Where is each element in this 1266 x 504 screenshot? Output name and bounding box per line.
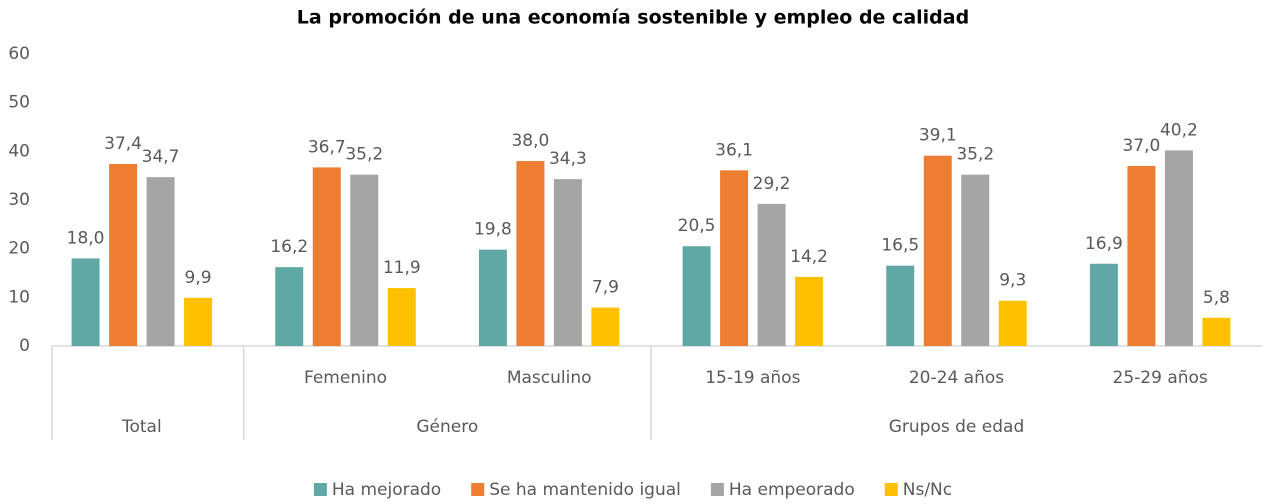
bar xyxy=(350,174,379,346)
data-label: 35,2 xyxy=(345,145,383,165)
y-tick-label: 20 xyxy=(8,239,30,259)
legend-label: Se ha mantenido igual xyxy=(489,480,681,500)
legend-label: Ha mejorado xyxy=(332,480,441,500)
data-label: 34,3 xyxy=(549,149,587,169)
bar xyxy=(516,161,545,346)
data-label: 5,8 xyxy=(1203,288,1230,308)
data-label: 16,9 xyxy=(1085,234,1123,254)
data-label: 36,7 xyxy=(308,137,346,157)
bar xyxy=(682,246,711,346)
legend-swatch xyxy=(471,483,485,496)
y-tick-label: 50 xyxy=(8,93,30,113)
y-tick-label: 0 xyxy=(19,336,30,356)
bar xyxy=(71,258,100,346)
legend-label: Ns/Nc xyxy=(903,480,952,500)
bar xyxy=(146,177,175,346)
bar xyxy=(1164,150,1193,346)
y-tick-label: 60 xyxy=(8,44,30,64)
bar xyxy=(720,170,749,346)
bar xyxy=(886,265,915,346)
bar xyxy=(757,203,786,346)
bar xyxy=(998,300,1027,346)
bar xyxy=(923,155,952,346)
data-label: 20,5 xyxy=(678,216,716,236)
bar xyxy=(312,167,341,346)
bar xyxy=(109,163,138,346)
y-tick-label: 30 xyxy=(8,190,30,210)
data-label: 16,5 xyxy=(881,236,919,256)
data-label: 35,2 xyxy=(956,145,994,165)
data-label: 37,0 xyxy=(1122,136,1160,156)
legend-swatch xyxy=(884,483,898,496)
bar xyxy=(1127,165,1156,346)
x-tick-label: 20-24 años xyxy=(909,368,1004,388)
legend-swatch xyxy=(710,483,724,496)
data-label: 11,9 xyxy=(383,258,421,278)
chart-title: La promoción de una economía sostenible … xyxy=(297,7,969,29)
data-label: 29,2 xyxy=(753,174,791,194)
bar xyxy=(184,297,213,346)
x-tick-label: Femenino xyxy=(304,368,387,388)
bar xyxy=(1202,317,1231,346)
data-label: 39,1 xyxy=(919,126,957,146)
data-label: 19,8 xyxy=(474,220,512,240)
bar xyxy=(553,179,582,346)
data-label: 9,9 xyxy=(185,268,212,288)
bar xyxy=(387,288,416,346)
bar xyxy=(961,174,990,346)
x-tick-label: 15-19 años xyxy=(705,368,800,388)
y-tick-label: 40 xyxy=(8,141,30,161)
data-label: 34,7 xyxy=(142,147,180,167)
data-label: 14,2 xyxy=(790,247,828,267)
data-label: 16,2 xyxy=(270,237,308,257)
x-tick-label: Masculino xyxy=(507,368,592,388)
data-label: 18,0 xyxy=(67,228,105,248)
x-tick-label: 25-29 años xyxy=(1113,368,1208,388)
data-label: 38,0 xyxy=(511,131,549,151)
bar xyxy=(275,267,304,346)
data-label: 9,3 xyxy=(999,271,1026,291)
y-tick-label: 10 xyxy=(8,287,30,307)
bar xyxy=(591,307,620,346)
bar xyxy=(795,276,824,346)
data-label: 40,2 xyxy=(1160,120,1198,140)
group-label: Grupos de edad xyxy=(889,417,1025,437)
bar xyxy=(1089,263,1118,346)
data-label: 36,1 xyxy=(715,140,753,160)
data-label: 7,9 xyxy=(592,278,619,298)
legend-label: Ha empeorado xyxy=(729,480,855,500)
legend-swatch xyxy=(313,483,327,496)
data-label: 37,4 xyxy=(104,134,142,154)
bar xyxy=(478,249,507,346)
group-label: Género xyxy=(416,417,478,437)
group-label: Total xyxy=(121,417,162,437)
